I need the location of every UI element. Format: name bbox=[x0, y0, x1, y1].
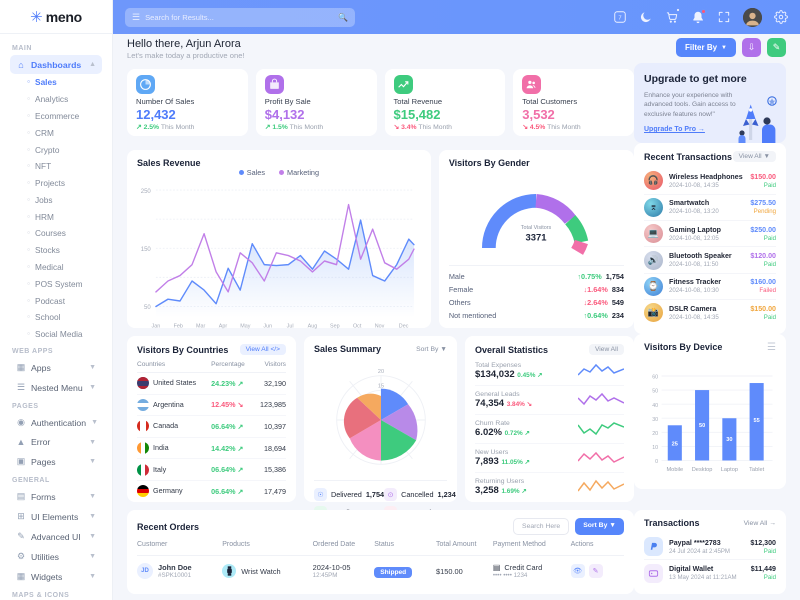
svg-text:Jul: Jul bbox=[287, 323, 294, 329]
svg-text:10: 10 bbox=[652, 445, 658, 451]
svg-text:Oct: Oct bbox=[353, 323, 362, 329]
svg-text:Apr: Apr bbox=[219, 323, 228, 329]
svg-text:Feb: Feb bbox=[174, 323, 183, 329]
svg-text:Aug: Aug bbox=[308, 323, 318, 329]
svg-text:Jan: Jan bbox=[152, 323, 161, 329]
svg-text:50: 50 bbox=[144, 304, 151, 311]
svg-text:Laptop: Laptop bbox=[721, 467, 738, 473]
svg-text:7: 7 bbox=[618, 16, 621, 22]
svg-text:May: May bbox=[240, 323, 250, 329]
svg-text:50: 50 bbox=[699, 423, 705, 429]
svg-text:Nov: Nov bbox=[375, 323, 385, 329]
svg-text:30: 30 bbox=[652, 416, 658, 422]
svg-text:20: 20 bbox=[377, 369, 383, 375]
svg-text:Total Visitors: Total Visitors bbox=[521, 225, 552, 231]
svg-text:55: 55 bbox=[754, 417, 760, 423]
svg-text:0: 0 bbox=[655, 459, 658, 465]
svg-text:40: 40 bbox=[652, 402, 658, 408]
svg-text:25: 25 bbox=[672, 441, 678, 447]
svg-text:150: 150 bbox=[141, 246, 152, 253]
svg-text:Sep: Sep bbox=[330, 323, 340, 329]
svg-text:Mar: Mar bbox=[196, 323, 205, 329]
svg-text:30: 30 bbox=[726, 437, 732, 443]
svg-text:Desktop: Desktop bbox=[692, 467, 713, 473]
svg-text:60: 60 bbox=[652, 374, 658, 380]
svg-text:3371: 3371 bbox=[526, 231, 547, 242]
svg-text:Mobile: Mobile bbox=[667, 467, 684, 473]
svg-text:Dec: Dec bbox=[399, 323, 409, 329]
svg-text:50: 50 bbox=[652, 388, 658, 394]
svg-text:20: 20 bbox=[652, 430, 658, 436]
svg-text:250: 250 bbox=[141, 188, 152, 195]
svg-text:Jun: Jun bbox=[263, 323, 272, 329]
svg-text:Tablet: Tablet bbox=[749, 467, 764, 473]
